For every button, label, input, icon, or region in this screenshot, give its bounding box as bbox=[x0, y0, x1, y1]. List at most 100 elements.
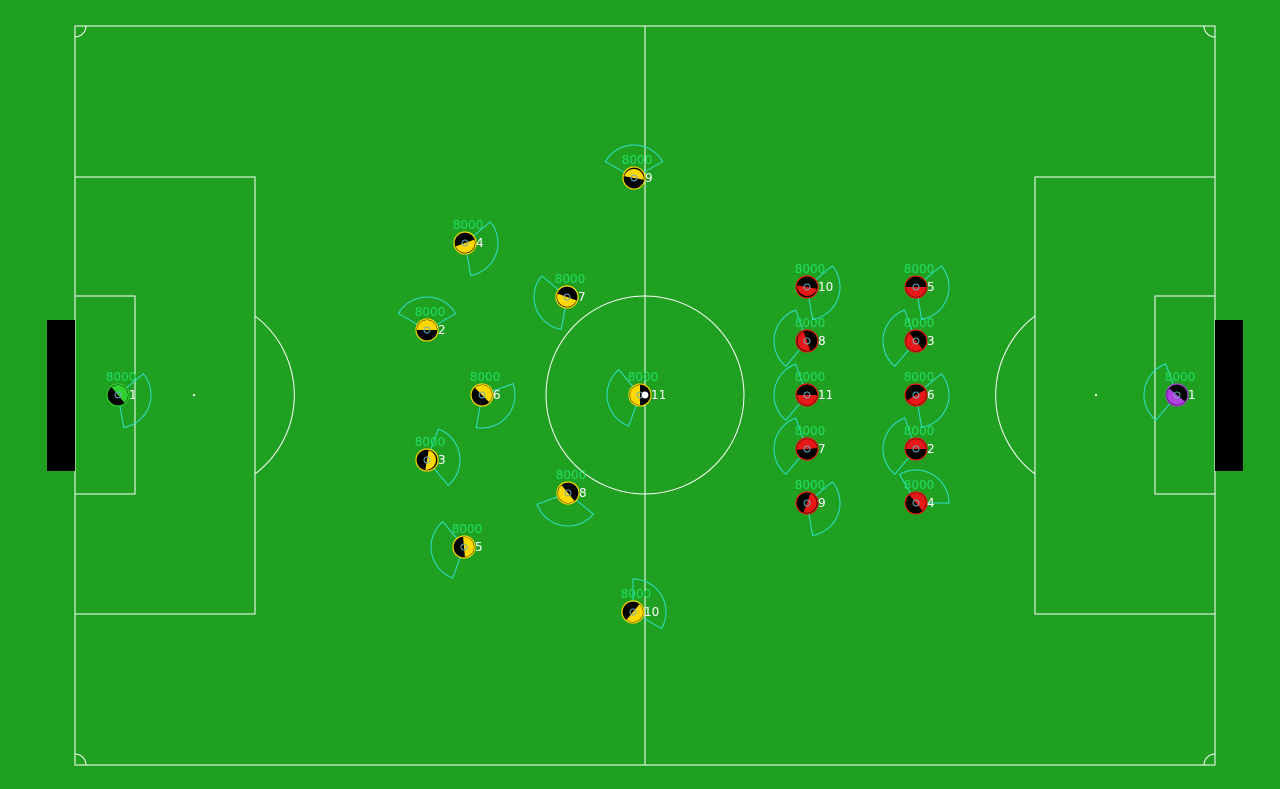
player-body-half bbox=[417, 320, 437, 330]
uniform-number: 6 bbox=[927, 388, 935, 402]
player-center-marker bbox=[803, 283, 811, 291]
player-center-marker bbox=[912, 283, 920, 291]
right-player-2[interactable]: 8000 2 bbox=[882, 417, 935, 476]
corner-arc-bottom-right bbox=[1203, 753, 1216, 766]
player-body-half bbox=[906, 439, 926, 449]
view-cone bbox=[533, 275, 568, 331]
player-center-marker bbox=[1173, 391, 1181, 399]
player-body-ring bbox=[904, 275, 928, 299]
player-body-half bbox=[906, 287, 926, 297]
corner-arc-bottom-left bbox=[74, 753, 87, 766]
view-cone bbox=[1143, 363, 1178, 422]
left-player-8[interactable]: 8000 8 bbox=[536, 468, 595, 527]
right-player-1[interactable]: 8000 1 bbox=[1143, 363, 1196, 422]
view-cone bbox=[773, 417, 808, 476]
stamina-label: 8000 bbox=[904, 478, 935, 492]
uniform-number: 2 bbox=[927, 442, 935, 456]
player-body-half bbox=[1167, 388, 1185, 405]
uniform-number: 5 bbox=[475, 540, 483, 554]
center-circle bbox=[545, 295, 745, 495]
stamina-label: 8000 bbox=[106, 370, 137, 384]
stamina-label: 8000 bbox=[453, 218, 484, 232]
player-center-marker bbox=[803, 337, 811, 345]
stamina-label: 8000 bbox=[452, 522, 483, 536]
player-body-half bbox=[797, 395, 817, 405]
stamina-label: 8000 bbox=[415, 305, 446, 319]
ball[interactable] bbox=[641, 391, 649, 399]
player-body-ring bbox=[622, 166, 646, 190]
stamina-label: 8000 bbox=[628, 370, 659, 384]
stamina-label: 8000 bbox=[470, 370, 501, 384]
left-player-11[interactable]: 8000 11 bbox=[606, 368, 666, 427]
stamina-label: 8000 bbox=[415, 435, 446, 449]
uniform-number: 8 bbox=[818, 334, 826, 348]
player-body-ring bbox=[1165, 383, 1189, 407]
stamina-label: 8000 bbox=[795, 316, 826, 330]
right-player-9[interactable]: 8000 9 bbox=[795, 478, 841, 537]
right-player-4[interactable]: 8000 4 bbox=[898, 469, 950, 515]
stamina-label: 8000 bbox=[904, 370, 935, 384]
right-player-11[interactable]: 8000 11 bbox=[773, 363, 833, 422]
left-player-2[interactable]: 8000 2 bbox=[397, 296, 457, 342]
right-penalty-arc bbox=[995, 315, 1036, 475]
player-center-marker bbox=[478, 391, 486, 399]
player-center-marker bbox=[912, 499, 920, 507]
uniform-number: 4 bbox=[476, 236, 484, 250]
uniform-number: 4 bbox=[927, 496, 935, 510]
view-cone bbox=[430, 520, 465, 579]
player-body-half bbox=[111, 384, 129, 403]
right-player-7[interactable]: 8000 7 bbox=[773, 417, 826, 476]
view-cone bbox=[806, 481, 841, 537]
view-cone bbox=[773, 309, 808, 368]
left-player-9[interactable]: 8000 9 bbox=[604, 144, 664, 190]
uniform-number: 1 bbox=[129, 388, 137, 402]
left-player-4[interactable]: 8000 4 bbox=[453, 218, 499, 277]
left-player-3[interactable]: 8000 3 bbox=[415, 428, 461, 487]
player-center-marker bbox=[114, 391, 122, 399]
right-player-8[interactable]: 8000 8 bbox=[773, 309, 826, 368]
view-cone bbox=[915, 265, 950, 321]
player-body-ring bbox=[628, 383, 652, 407]
view-cone bbox=[882, 417, 917, 476]
right-player-6[interactable]: 8000 6 bbox=[904, 370, 950, 429]
player-center-marker bbox=[912, 391, 920, 399]
view-cone bbox=[773, 363, 808, 422]
player-center-marker bbox=[803, 391, 811, 399]
left-player-6[interactable]: 8000 6 bbox=[470, 370, 516, 429]
stamina-label: 8000 bbox=[795, 262, 826, 276]
player-body-ring bbox=[415, 318, 439, 342]
player-center-marker bbox=[423, 326, 431, 334]
uniform-number: 8 bbox=[579, 486, 587, 500]
player-center-marker bbox=[461, 239, 469, 247]
uniform-number: 9 bbox=[818, 496, 826, 510]
uniform-number: 6 bbox=[493, 388, 501, 402]
left-player-5[interactable]: 8000 5 bbox=[430, 520, 483, 579]
left-player-1[interactable]: 8000 1 bbox=[106, 370, 152, 429]
players-layer: 8000180002800038000480005800068000780008… bbox=[106, 144, 1196, 630]
left-player-10[interactable]: 8000 10 bbox=[621, 578, 667, 630]
view-cone bbox=[536, 492, 595, 527]
player-center-marker bbox=[564, 489, 572, 497]
player-body-half bbox=[909, 492, 927, 511]
stamina-label: 8000 bbox=[556, 468, 587, 482]
player-body-half bbox=[626, 604, 644, 623]
view-cone bbox=[882, 309, 917, 368]
right-player-10[interactable]: 8000 10 bbox=[795, 262, 841, 321]
player-body-half bbox=[557, 485, 575, 504]
player-center-marker bbox=[803, 445, 811, 453]
right-player-3[interactable]: 8000 3 bbox=[882, 309, 935, 368]
view-cone bbox=[604, 144, 664, 179]
uniform-number: 3 bbox=[927, 334, 935, 348]
stamina-label: 8000 bbox=[621, 587, 652, 601]
view-cone bbox=[464, 221, 499, 277]
player-center-marker bbox=[423, 456, 431, 464]
player-body-ring bbox=[415, 448, 439, 472]
view-cone bbox=[606, 368, 641, 427]
left-player-7[interactable]: 8000 7 bbox=[533, 272, 586, 331]
player-body-half bbox=[905, 333, 923, 352]
player-body-half bbox=[425, 450, 436, 470]
right-penalty-spot bbox=[1094, 393, 1098, 397]
left-penalty-area bbox=[74, 176, 256, 615]
right-player-5[interactable]: 8000 5 bbox=[904, 262, 950, 321]
